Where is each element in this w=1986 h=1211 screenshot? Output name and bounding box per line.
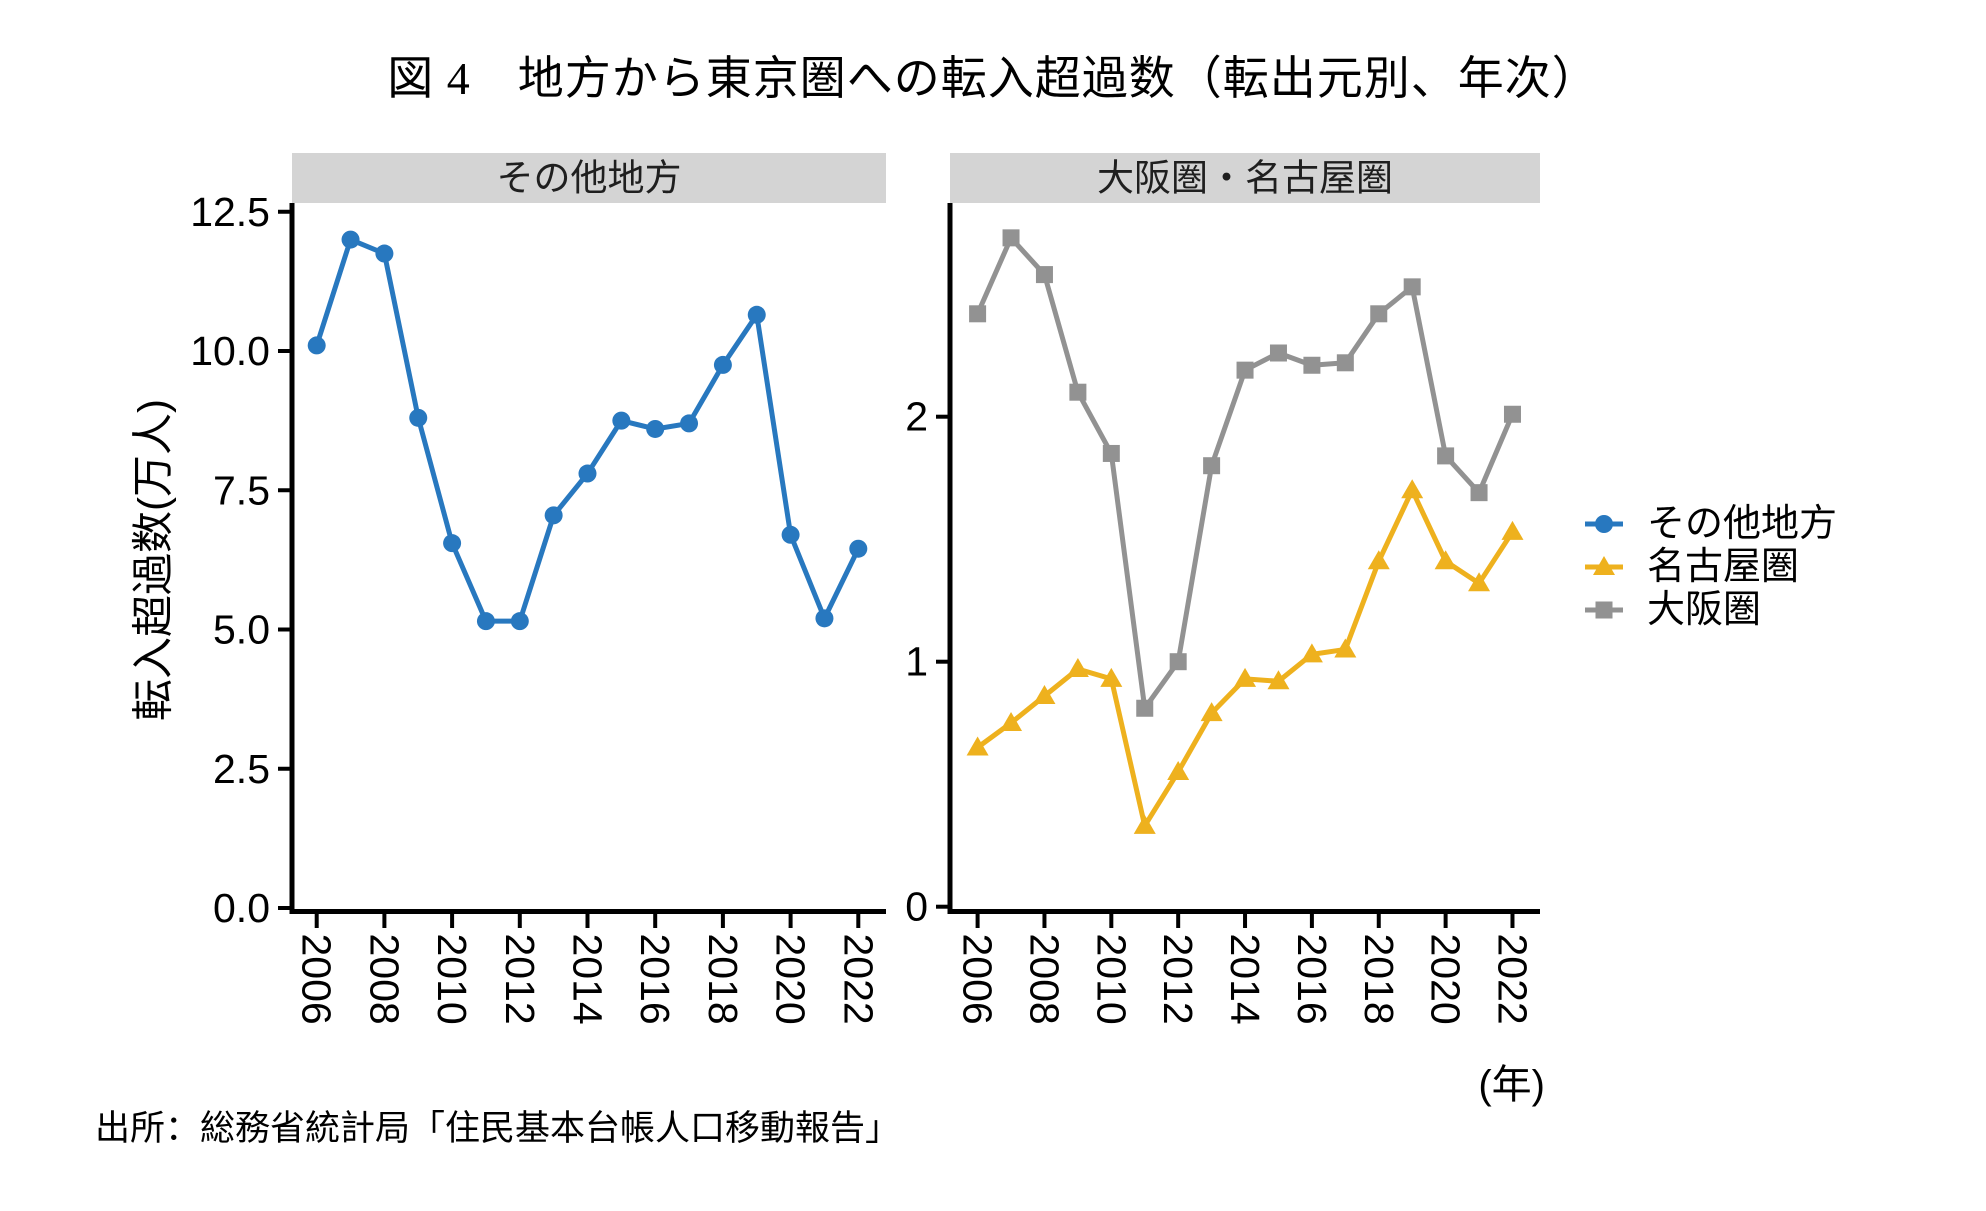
panel-strip: [950, 153, 1540, 203]
series-point: [747, 305, 766, 324]
x-tick-label: 2022: [835, 934, 881, 1025]
series-point: [1370, 305, 1388, 323]
x-tick-label: 2012: [1155, 934, 1201, 1025]
figure-title: 図 4 地方から東京圏への転入超過数（転出元別、年次）: [387, 53, 1599, 104]
x-tick-label: 2010: [429, 934, 475, 1025]
series-point: [849, 539, 868, 558]
legend-label: その他地方: [1647, 503, 1837, 545]
series-point: [1035, 266, 1053, 284]
series-point: [1470, 484, 1488, 502]
series-point: [1468, 572, 1491, 592]
series-point: [1269, 344, 1287, 362]
legend-label: 大阪圏: [1647, 589, 1761, 631]
panel-strip-title: その他地方: [497, 158, 682, 199]
x-axis-unit-label: (年): [1478, 1063, 1545, 1107]
series-point: [1033, 685, 1056, 704]
series-point: [781, 525, 800, 544]
series-point: [1503, 405, 1521, 423]
x-tick-label: 2020: [1423, 934, 1469, 1025]
x-tick-label: 2016: [1289, 934, 1335, 1025]
series-point: [1069, 383, 1087, 401]
y-tick-label: 0: [905, 884, 928, 930]
series-point: [1203, 457, 1221, 475]
x-tick-label: 2012: [497, 934, 543, 1025]
x-tick-label: 2008: [361, 934, 407, 1025]
series-point: [646, 419, 665, 438]
series-line: [975, 487, 1515, 829]
series-point: [1401, 479, 1424, 499]
series-point: [307, 336, 326, 355]
series-point: [443, 534, 462, 553]
x-tick-label: 2018: [1356, 934, 1402, 1025]
series-point: [1367, 550, 1390, 570]
series-point: [1167, 760, 1190, 780]
series-point: [1169, 653, 1187, 671]
x-tick-label: 2006: [294, 934, 340, 1025]
source-note: 出所：総務省統計局「住民基本台帳人口移動報告」: [95, 1109, 901, 1148]
series-point: [1100, 667, 1123, 687]
series-point: [1336, 354, 1354, 372]
series-point: [1133, 814, 1156, 834]
series-point: [680, 414, 699, 433]
series-point: [1002, 229, 1020, 247]
series-point: [1236, 361, 1254, 379]
legend-key-marker: [1593, 556, 1615, 575]
y-tick-label: 12.5: [190, 189, 270, 235]
series-point: [1000, 711, 1023, 731]
y-tick-label: 5.0: [213, 607, 270, 653]
legend-key-marker: [1595, 601, 1613, 619]
series-point: [1334, 638, 1357, 658]
series-point: [713, 355, 732, 374]
series-point: [1403, 278, 1421, 296]
series-point: [969, 305, 987, 323]
x-tick-label: 2016: [632, 934, 678, 1025]
y-tick-label: 7.5: [213, 467, 270, 513]
legend-label: 名古屋圏: [1647, 546, 1799, 588]
series-point: [544, 506, 563, 525]
series-point: [578, 464, 597, 483]
series-point: [1102, 444, 1120, 462]
series-point: [341, 230, 360, 249]
series-point: [1437, 447, 1455, 465]
x-tick-label: 2006: [955, 934, 1001, 1025]
x-tick-label: 2018: [700, 934, 746, 1025]
panel-strip-title: 大阪圏・名古屋圏: [1097, 158, 1393, 199]
series-point: [966, 736, 989, 756]
series-point: [1136, 699, 1154, 717]
series-line: [314, 237, 861, 624]
x-tick-label: 2008: [1021, 934, 1067, 1025]
series-point: [510, 612, 529, 631]
series-line: [975, 235, 1515, 711]
legend-key-marker: [1595, 515, 1613, 533]
series-point: [1501, 520, 1524, 540]
series-point: [612, 411, 631, 430]
series-point: [1267, 670, 1290, 690]
series-point: [1303, 356, 1321, 374]
y-tick-label: 10.0: [190, 328, 270, 374]
x-tick-label: 2014: [1222, 934, 1268, 1025]
y-tick-label: 2.5: [213, 746, 270, 792]
x-tick-label: 2010: [1088, 934, 1134, 1025]
series-point: [476, 612, 495, 631]
y-tick-label: 0.0: [213, 885, 270, 931]
x-tick-label: 2020: [768, 934, 814, 1025]
y-tick-label: 1: [905, 639, 928, 685]
series-point: [1066, 658, 1089, 678]
panel-strip: [292, 153, 886, 203]
x-tick-label: 2014: [565, 934, 611, 1025]
series-point: [815, 609, 834, 628]
y-tick-label: 2: [905, 394, 928, 440]
series-point: [375, 244, 394, 263]
series-point: [1300, 643, 1323, 663]
x-tick-label: 2022: [1489, 934, 1535, 1025]
series-point: [409, 408, 428, 427]
series-point: [1200, 702, 1223, 722]
series-point: [1234, 667, 1257, 687]
series-point: [1434, 550, 1457, 570]
